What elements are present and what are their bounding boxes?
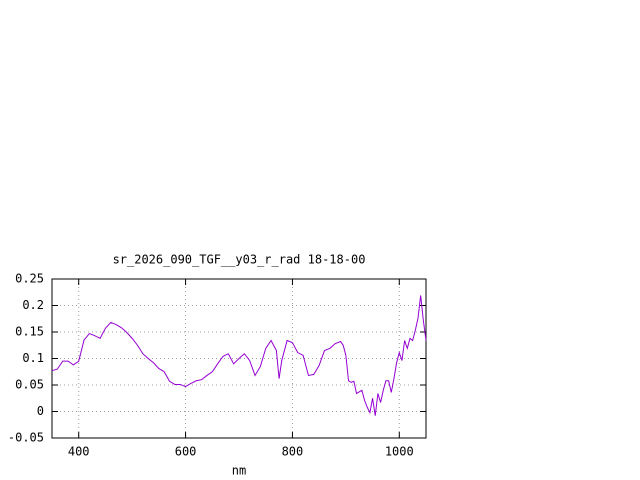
x-tick-label: 600 — [175, 445, 197, 459]
x-tick-label: 400 — [68, 445, 90, 459]
x-axis-label: nm — [232, 464, 246, 478]
x-tick-label: 1000 — [385, 445, 414, 459]
y-tick-label: 0.1 — [22, 351, 44, 365]
x-tick-label: 800 — [282, 445, 304, 459]
y-tick-label: 0.2 — [22, 298, 44, 312]
y-tick-label: 0.15 — [15, 325, 44, 339]
y-tick-label: -0.05 — [8, 431, 44, 445]
plot-frame — [51, 278, 427, 439]
y-tick-label: 0 — [37, 404, 44, 418]
chart-title: sr_2026_090_TGF__y03_r_rad 18-18-00 — [113, 253, 366, 267]
y-tick-label: 0.25 — [15, 272, 44, 286]
y-tick-label: 0.05 — [15, 378, 44, 392]
data-line — [51, 295, 427, 416]
